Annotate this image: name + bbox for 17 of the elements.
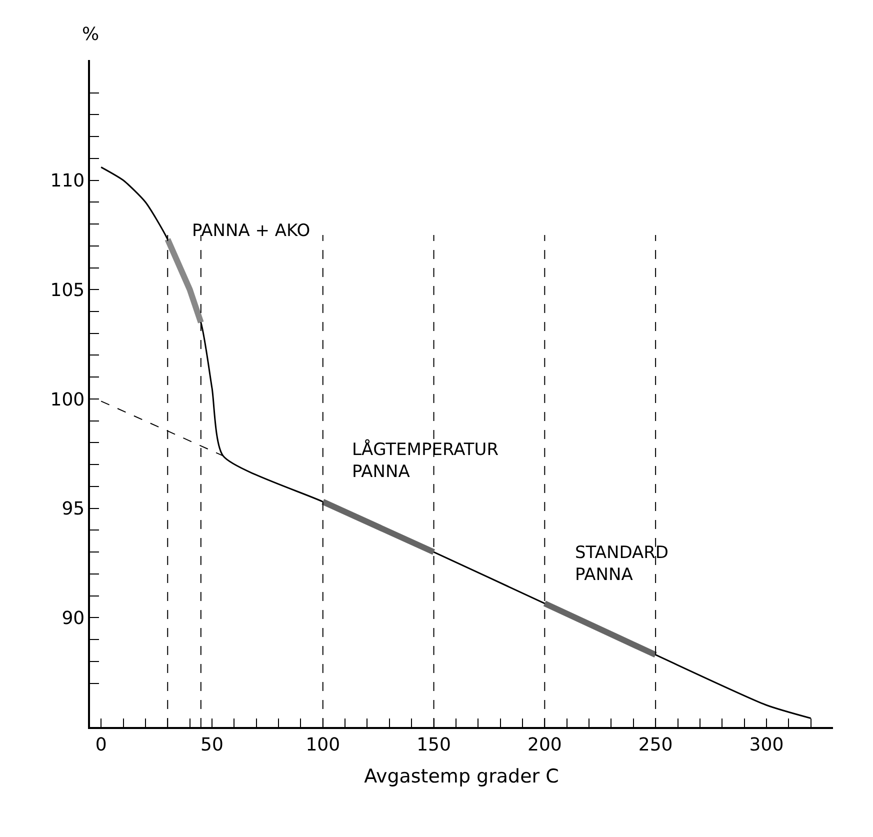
y-tick-label: 110 <box>50 170 85 192</box>
y-tick-label: 90 <box>62 608 85 629</box>
y-tick-label: 100 <box>50 389 85 410</box>
x-tick-label: 250 <box>638 734 673 756</box>
x-tick-label: 0 <box>95 734 107 756</box>
annotation: PANNA + AKO <box>192 221 310 241</box>
y-axis-title: % <box>82 24 100 45</box>
x-tick-label: 50 <box>200 734 224 756</box>
x-axis-title: Avgastemp grader C <box>364 766 559 788</box>
x-tick-label: 300 <box>749 734 784 756</box>
x-tick-label: 200 <box>527 734 562 756</box>
x-tick-label: 150 <box>416 734 451 756</box>
y-tick-label: 95 <box>62 498 85 520</box>
y-tick-label: 105 <box>50 280 85 301</box>
annotation: STANDARD PANNA <box>575 543 669 586</box>
x-tick-label: 100 <box>306 734 340 756</box>
annotation: LÅGTEMPERATUR PANNA <box>352 439 499 482</box>
